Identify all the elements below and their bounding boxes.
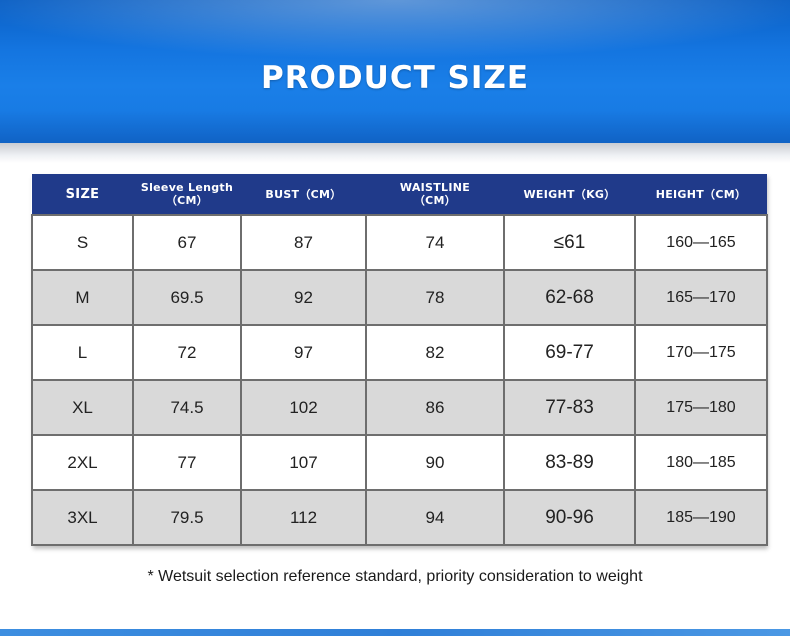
cell-size: M [31,269,134,326]
cell-height: 185—190 [634,489,768,546]
cell-sleeve-length: 69.5 [132,269,242,326]
size-table: SIZE Sleeve Length （CM） BUST（CM） WAISTLI… [31,174,768,546]
cell-height: 165—170 [634,269,768,326]
cell-waistline: 82 [365,324,505,381]
cell-bust: 107 [240,434,367,491]
table-row: 3XL 79.5 112 94 90-96 185—190 [31,489,768,546]
cell-bust: 102 [240,379,367,436]
cell-weight: 62-68 [503,269,636,326]
cell-waistline: 78 [365,269,505,326]
cell-height: 175—180 [634,379,768,436]
cell-size: 3XL [31,489,134,546]
cell-sleeve-length: 77 [132,434,242,491]
table-row: M 69.5 92 78 62-68 165—170 [31,269,768,326]
header-weight: WEIGHT（KG） [504,174,635,215]
bottom-accent-bar [0,629,790,636]
cell-height: 180—185 [634,434,768,491]
header-banner: PRODUCT SIZE [0,0,790,143]
cell-waistline: 74 [365,214,505,271]
cell-height: 170—175 [634,324,768,381]
header-height: HEIGHT（CM） [635,174,767,215]
header-bust: BUST（CM） [241,174,366,215]
cell-size: 2XL [31,434,134,491]
header-waistline: WAISTLINE （CM） [366,174,504,215]
cell-bust: 97 [240,324,367,381]
page-title: PRODUCT SIZE [260,60,530,96]
table-row: S 67 87 74 ≤61 160—165 [31,214,768,271]
cell-sleeve-length: 72 [132,324,242,381]
cell-waistline: 94 [365,489,505,546]
cell-weight: 83-89 [503,434,636,491]
cell-weight: 77-83 [503,379,636,436]
cell-weight: 90-96 [503,489,636,546]
header-sleeve-length: Sleeve Length （CM） [133,174,241,215]
cell-weight: 69-77 [503,324,636,381]
cell-waistline: 86 [365,379,505,436]
cell-sleeve-length: 67 [132,214,242,271]
cell-size: L [31,324,134,381]
table-row: XL 74.5 102 86 77-83 175—180 [31,379,768,436]
cell-height: 160—165 [634,214,768,271]
cell-weight: ≤61 [503,214,636,271]
cell-size: S [31,214,134,271]
cell-sleeve-length: 79.5 [132,489,242,546]
table-header-row: SIZE Sleeve Length （CM） BUST（CM） WAISTLI… [32,174,767,215]
cell-size: XL [31,379,134,436]
table-row: 2XL 77 107 90 83-89 180—185 [31,434,768,491]
footnote: * Wetsuit selection reference standard, … [147,568,643,585]
cell-bust: 92 [240,269,367,326]
table-row: L 72 97 82 69-77 170—175 [31,324,768,381]
banner-shadow [0,143,790,163]
header-size: SIZE [32,174,133,215]
cell-sleeve-length: 74.5 [132,379,242,436]
cell-bust: 87 [240,214,367,271]
cell-bust: 112 [240,489,367,546]
cell-waistline: 90 [365,434,505,491]
